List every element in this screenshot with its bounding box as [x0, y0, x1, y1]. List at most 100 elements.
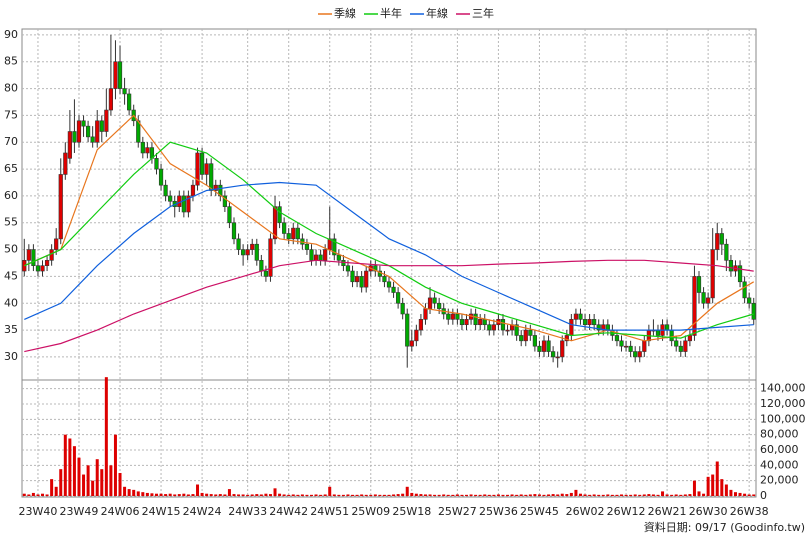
volume-bar: [22, 493, 26, 496]
volume-bar: [378, 494, 382, 496]
x-tick-label: 23W40: [19, 505, 58, 518]
volume-bar: [209, 494, 213, 496]
candle-body: [104, 109, 109, 132]
legend-label: 半年: [380, 6, 402, 20]
volume-bar: [319, 494, 323, 496]
candle-body: [250, 243, 255, 250]
volume-bar: [688, 494, 692, 496]
x-tick-label: 24W15: [142, 505, 181, 518]
y-tick-label: 55: [4, 216, 18, 229]
candle-body: [633, 351, 638, 358]
volume-bar: [706, 476, 710, 496]
candle-body: [623, 345, 629, 348]
candle-body: [309, 249, 314, 261]
candle-body: [487, 324, 492, 331]
volume-bar: [305, 494, 309, 496]
candle-body: [22, 260, 27, 272]
candle-body: [696, 276, 702, 293]
volume-bar: [382, 494, 386, 496]
candle-body: [578, 313, 583, 320]
candle-body: [236, 238, 241, 250]
volume-bar: [77, 457, 81, 496]
candle-body: [505, 329, 510, 332]
volume-bar: [309, 494, 313, 496]
volume-bar: [537, 494, 541, 496]
candle-body: [177, 195, 182, 207]
candle-body: [528, 329, 533, 336]
volume-bar: [196, 484, 200, 496]
volume-bar: [118, 473, 122, 496]
candle-body: [605, 324, 610, 331]
x-tick-label: 23W49: [60, 505, 99, 518]
volume-bar: [373, 494, 377, 496]
plot-frame: [21, 28, 757, 498]
volume-bar: [651, 494, 655, 496]
y-tick-label: 40: [4, 296, 18, 309]
volume-bar: [337, 494, 341, 496]
volume-bar: [624, 494, 628, 496]
volume-bar: [396, 494, 400, 496]
volume-bar: [629, 494, 633, 496]
candle-body: [323, 249, 328, 261]
candle-body: [72, 131, 77, 143]
candle-body: [382, 276, 387, 283]
volume-bar: [547, 494, 551, 496]
candle-body: [532, 335, 537, 347]
volume-bar: [665, 494, 669, 496]
volume-bar: [177, 494, 181, 496]
candle-body: [455, 313, 460, 320]
candle-body: [268, 238, 273, 277]
volume-bar: [259, 494, 263, 496]
candle-body: [35, 265, 41, 272]
volume-bar: [401, 493, 405, 496]
candle-body: [127, 93, 132, 111]
volume-bar: [145, 492, 149, 496]
candle-body: [514, 324, 519, 336]
y-tick-label: 70: [4, 135, 18, 148]
candle-body: [204, 163, 209, 175]
candle-body: [592, 319, 597, 326]
candle-body: [669, 329, 674, 342]
volume-bar: [86, 465, 90, 496]
volume-bar: [496, 494, 500, 496]
candle-body: [44, 260, 50, 266]
volume-bar: [455, 494, 459, 496]
candle-body: [459, 319, 465, 326]
volume-bar: [588, 494, 592, 496]
candle-body: [737, 265, 743, 283]
volume-bar: [633, 494, 637, 496]
volume-bar: [82, 474, 86, 496]
volume-bar: [214, 494, 218, 496]
candle-body: [637, 351, 642, 358]
candle-body: [67, 131, 72, 159]
volume-bar: [478, 494, 482, 496]
volume-bar: [724, 484, 728, 496]
candle-body: [272, 206, 278, 240]
candle-body: [259, 260, 264, 272]
candle-body: [195, 152, 200, 186]
candle-body: [560, 340, 565, 358]
candle-body: [427, 297, 433, 309]
x-tick-label: 25W45: [520, 505, 559, 518]
ma-line: [24, 114, 755, 342]
candle-body: [601, 324, 606, 331]
candle-body: [555, 356, 560, 359]
x-tick-label: 26W12: [607, 505, 646, 518]
volume-bar: [556, 494, 560, 496]
candle-body: [546, 340, 551, 352]
volume-bar: [697, 491, 701, 496]
y-tick-label: 35: [4, 323, 18, 336]
volume-bar: [323, 494, 327, 496]
y2-tick-label: 0: [760, 489, 767, 502]
volume-bar: [583, 494, 587, 496]
candle-body: [541, 340, 547, 352]
volume-bar: [31, 492, 35, 496]
volume-bar: [574, 489, 578, 496]
volume-bar: [738, 492, 742, 496]
candle-body: [715, 233, 720, 250]
volume-bar: [533, 494, 537, 496]
volume-bar: [437, 494, 441, 496]
candle-body: [209, 163, 214, 191]
volume-bar: [154, 493, 158, 496]
